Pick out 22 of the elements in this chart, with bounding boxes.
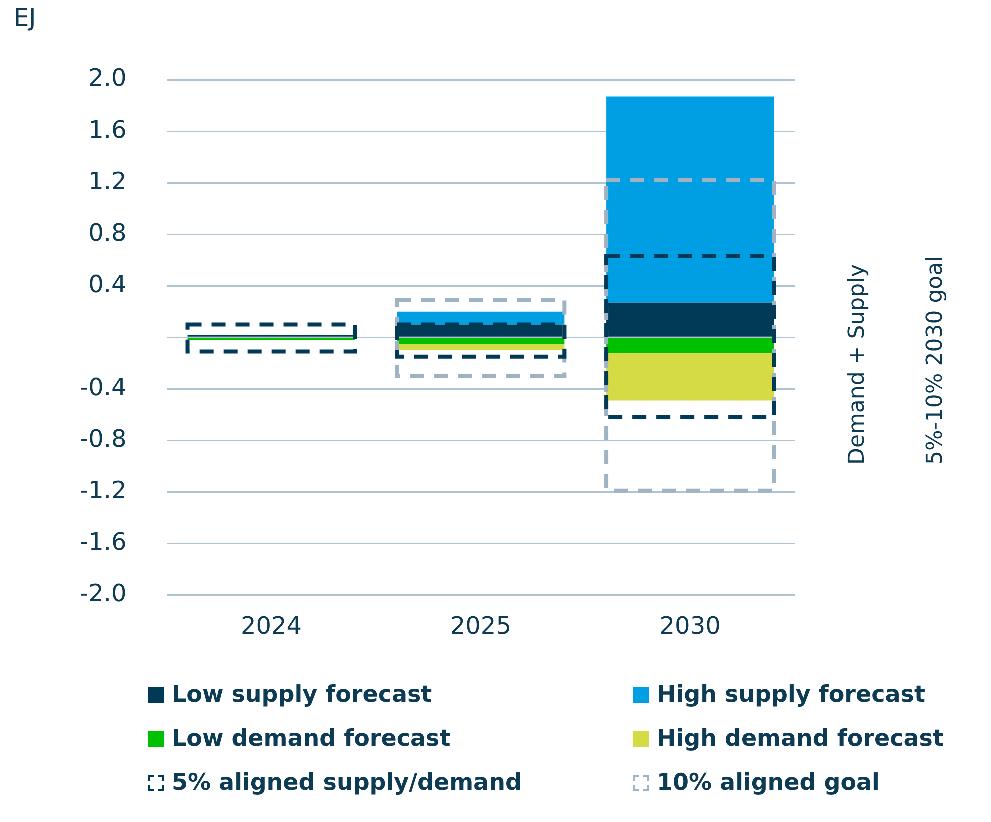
- legend-label: High supply forecast: [657, 682, 926, 708]
- text: 5%-10% 2030 goal: [923, 256, 948, 465]
- y-tick-label: -0.4: [80, 373, 127, 402]
- legend-label: Low supply forecast: [172, 682, 432, 708]
- legend-label: High demand forecast: [657, 726, 944, 752]
- y-tick-label: 1.6: [88, 116, 127, 144]
- legend-label: Low demand forecast: [172, 726, 451, 752]
- y-tick-label: 2.0: [88, 64, 127, 92]
- y-axis-title: EJ: [14, 4, 36, 32]
- y-tick-label: -1.2: [80, 476, 127, 504]
- text: Demand + Supply: [845, 264, 870, 465]
- y-tick-label: -2.0: [80, 579, 127, 608]
- y-tick-label: 0.4: [88, 270, 127, 298]
- y-tick-label: -1.6: [80, 528, 127, 556]
- legend-label: 10% aligned goal: [657, 770, 880, 796]
- x-tick-label: 2025: [450, 612, 512, 640]
- x-tick-label: 2030: [660, 612, 721, 640]
- x-tick-label: 2024: [240, 612, 302, 640]
- legend-label: 5% aligned supply/demand: [172, 770, 522, 796]
- y-tick-label: 1.2: [88, 167, 127, 196]
- y-tick-label: -0.8: [80, 424, 127, 453]
- y-tick-label: 0.8: [88, 218, 127, 247]
